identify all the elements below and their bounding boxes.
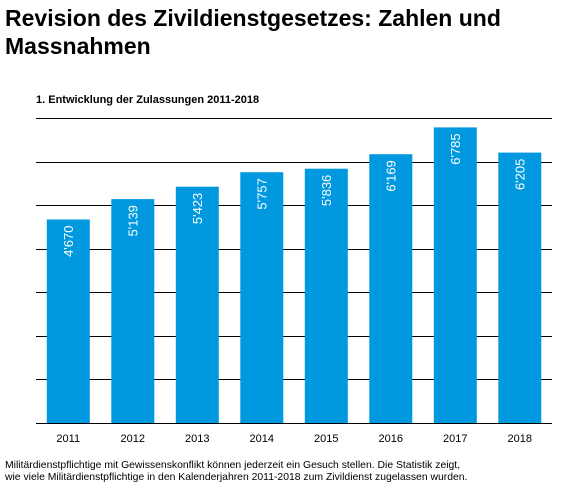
footnote-line-1: Militärdienstpflichtige mit Gewissenskon…	[5, 460, 461, 471]
bar-value-label: 6'785	[448, 133, 463, 164]
chart-category-labels: 2011 2012 2013 2014 2015 2016 2017 2018	[56, 433, 532, 445]
page-title-line-1: Revision des Zivildienstgesetzes: Zahlen…	[5, 5, 501, 31]
bar-2016	[369, 154, 413, 423]
x-tick-label: 2015	[314, 433, 338, 445]
bar-value-label: 5'836	[319, 175, 334, 206]
bar-2017	[433, 127, 477, 424]
bar-2013	[175, 186, 219, 423]
chart-bars: 4'670 5'139 5'423 5'757 5'836 6'169 6'785 6'205	[46, 127, 542, 424]
x-tick-label: 2016	[379, 433, 403, 445]
bar-value-label: 5'423	[190, 193, 205, 224]
bar-2011	[46, 219, 90, 423]
bar-2018	[498, 152, 542, 423]
x-tick-label: 2011	[56, 433, 80, 445]
footnote-line-2: wie viele Militärdienstpflichtige in den…	[5, 472, 468, 483]
chart-title: 1. Entwicklung der Zulassungen 2011-2018	[36, 94, 260, 106]
bar-value-label: 5'757	[255, 178, 270, 209]
bar-2015	[304, 168, 348, 423]
x-tick-label: 2018	[508, 433, 532, 445]
bar-2012	[111, 199, 155, 423]
bar-value-label: 4'670	[61, 226, 76, 257]
x-tick-label: 2014	[250, 433, 274, 445]
bar-value-label: 6'169	[384, 160, 399, 191]
bar-chart: 4'670 5'139 5'423 5'757 5'836 6'169 6'785 6'205…	[36, 118, 552, 445]
page-title-line-2: Massnahmen	[5, 33, 151, 59]
x-tick-label: 2017	[443, 433, 467, 445]
footnote: Militärdienstpflichtige mit Gewissenskon…	[5, 460, 580, 484]
bar-2014	[240, 172, 284, 423]
x-tick-label: 2013	[185, 433, 209, 445]
bar-value-label: 5'139	[126, 205, 141, 236]
bar-value-label: 6'205	[513, 159, 528, 190]
page-title: Revision des Zivildienstgesetzes: Zahlen…	[5, 4, 580, 60]
x-tick-label: 2012	[121, 433, 145, 445]
